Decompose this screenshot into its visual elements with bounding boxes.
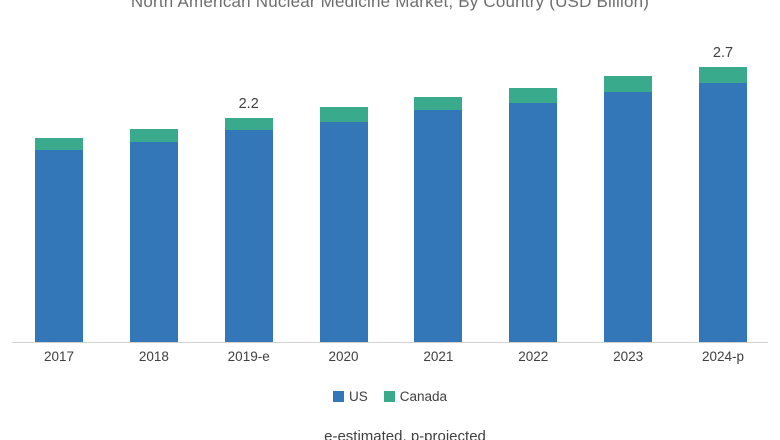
legend-item-us: US <box>332 389 368 404</box>
bar-2017 <box>35 138 83 342</box>
bar-segment-canada <box>414 97 463 111</box>
bar-segment-canada <box>604 75 653 93</box>
bar-segment-canada <box>319 107 368 122</box>
x-axis-label-2022: 2022 <box>518 349 549 364</box>
x-axis-line <box>12 342 768 343</box>
legend-item-canada: Canada <box>383 389 448 404</box>
bar-2022 <box>509 88 558 342</box>
x-axis-label-2024-p: 2024-p <box>701 349 744 364</box>
total-label-2024-p: 2.7 <box>712 44 734 61</box>
footnote: e-estimated, p-projected <box>324 428 486 440</box>
legend-label-canada: Canada <box>399 389 448 404</box>
bar-segment-us <box>414 110 463 342</box>
x-axis-label-2021: 2021 <box>423 349 454 364</box>
bar-2024-p <box>698 66 747 342</box>
bar-segment-us <box>224 129 273 342</box>
bar-2018 <box>129 128 178 342</box>
x-axis-label-2017: 2017 <box>43 349 75 364</box>
x-axis-label-2023: 2023 <box>613 349 644 364</box>
bar-segment-us <box>319 121 368 342</box>
bar-segment-us <box>35 150 83 342</box>
bar-segment-us <box>509 103 558 342</box>
bar-2021 <box>414 97 463 342</box>
legend: US Canada <box>0 389 780 404</box>
us-swatch-icon <box>332 391 344 402</box>
chart-title: North American Nuclear Medicine Market, … <box>130 0 650 11</box>
bar-segment-canada <box>129 128 178 143</box>
bar-2019-e <box>224 117 273 342</box>
bar-segment-us <box>604 92 653 342</box>
x-axis-label-2018: 2018 <box>138 349 169 364</box>
canada-swatch-icon <box>383 391 395 402</box>
bar-segment-canada <box>698 66 747 83</box>
x-axis-label-2020: 2020 <box>328 349 359 364</box>
total-label-2019-e: 2.2 <box>238 95 259 112</box>
legend-label-us: US <box>348 389 368 404</box>
bar-segment-us <box>129 142 178 342</box>
bar-segment-canada <box>224 117 273 130</box>
bar-segment-us <box>698 82 747 342</box>
bar-segment-canada <box>509 88 558 104</box>
bar-2023 <box>604 75 653 342</box>
bar-2020 <box>319 107 368 342</box>
bar-segment-canada <box>35 138 83 151</box>
x-axis-label-2019-e: 2019-e <box>227 349 270 364</box>
